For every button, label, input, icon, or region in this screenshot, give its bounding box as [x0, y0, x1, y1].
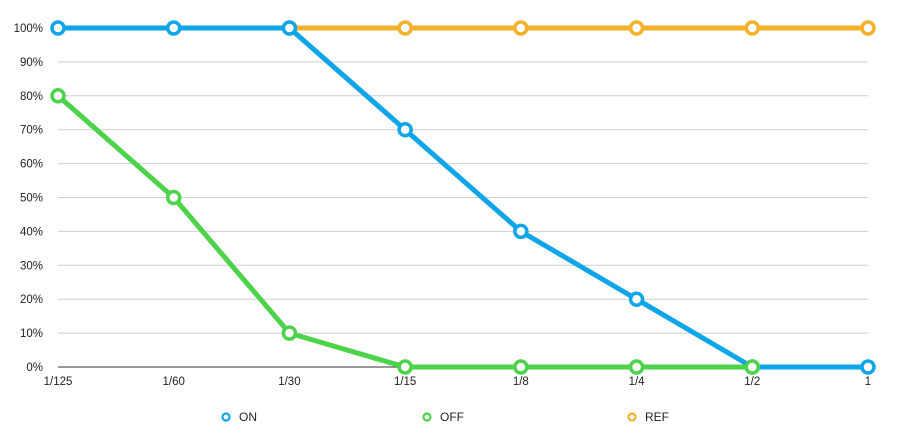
legend: ON OFF REF: [221, 410, 669, 424]
data-point-off: [513, 359, 529, 375]
x-axis-labels: 1/125 1/60 1/30 1/15 1/8 1/4 1/2 1: [44, 376, 872, 388]
legend-item-off: OFF: [422, 410, 464, 424]
y-tick-label: 20%: [20, 294, 43, 306]
data-point-on: [513, 223, 529, 240]
y-tick-label: 60%: [20, 159, 43, 171]
series-lines: [50, 20, 876, 375]
y-tick-label: 80%: [20, 91, 43, 103]
data-point-off: [397, 359, 413, 375]
series-ref: [281, 20, 876, 36]
legend-item-ref: REF: [627, 410, 669, 424]
series-line-on: [55, 25, 871, 370]
x-tick-label: 1/30: [278, 376, 300, 388]
legend-marker-icon: [627, 412, 637, 422]
y-tick-label: 30%: [20, 260, 43, 272]
y-tick-label: 90%: [20, 57, 43, 69]
x-tick-label: 1/125: [44, 376, 73, 388]
legend-label: REF: [645, 410, 669, 424]
data-point-ref: [860, 20, 876, 36]
y-tick-label: 70%: [20, 125, 43, 137]
data-point-off: [281, 325, 298, 341]
series-off: [50, 88, 761, 375]
data-point-off: [50, 88, 66, 104]
data-point-on: [397, 121, 413, 138]
x-tick-label: 1/8: [513, 376, 529, 388]
data-point-ref: [513, 20, 529, 36]
y-tick-label: 100%: [14, 23, 43, 35]
data-point-on: [281, 20, 298, 36]
data-point-on: [628, 291, 645, 307]
data-point-off: [628, 359, 645, 375]
x-tick-label: 1/60: [163, 376, 185, 388]
data-point-on: [860, 359, 876, 375]
data-point-ref: [744, 20, 761, 36]
x-tick-label: 1/4: [629, 376, 646, 388]
y-tick-label: 40%: [20, 226, 43, 238]
y-tick-label: 0%: [26, 362, 43, 374]
legend-marker-icon: [221, 412, 231, 422]
data-point-on: [165, 20, 182, 36]
data-point-ref: [628, 20, 645, 36]
data-point-off: [744, 359, 761, 375]
y-tick-label: 50%: [20, 193, 43, 205]
legend-item-on: ON: [221, 410, 257, 424]
legend-label: ON: [239, 410, 257, 424]
x-tick-label: 1/15: [394, 376, 416, 388]
x-tick-label: 1/2: [744, 376, 760, 388]
data-point-off: [165, 189, 182, 206]
legend-label: OFF: [440, 410, 464, 424]
legend-marker-icon: [422, 412, 432, 422]
data-point-on: [50, 20, 66, 36]
x-tick-label: 1: [865, 376, 871, 388]
data-point-ref: [397, 20, 413, 36]
y-tick-label: 10%: [20, 328, 43, 340]
y-axis-labels: 0% 10% 20% 30% 40% 50% 60% 70% 80% 90% 100%: [14, 23, 43, 374]
